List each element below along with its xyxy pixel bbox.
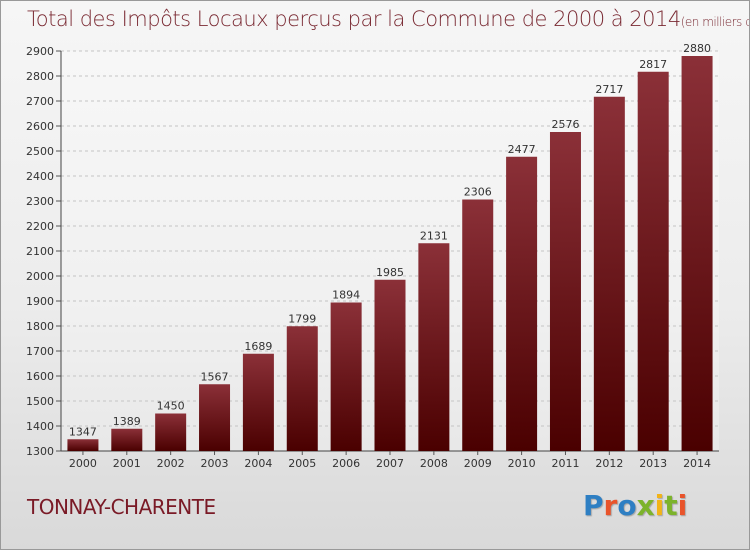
y-tick-label: 1400 — [26, 420, 54, 433]
chart-title-unit: (en milliers d'€) — [680, 15, 749, 29]
data-label: 1347 — [69, 425, 97, 438]
y-tick-label: 2800 — [26, 70, 54, 83]
logo-letter: r — [603, 489, 618, 522]
x-tick-label: 2012 — [595, 457, 623, 470]
x-tick-label: 2007 — [376, 457, 404, 470]
y-tick-label: 2700 — [26, 95, 54, 108]
x-tick-label: 2001 — [113, 457, 141, 470]
bar — [330, 302, 362, 451]
bar — [593, 96, 625, 451]
logo-letter: i — [677, 489, 688, 522]
y-tick-label: 2500 — [26, 145, 54, 158]
chart-title-main: Total des Impôts Locaux perçus par la Co… — [27, 7, 681, 31]
x-tick-label: 2000 — [69, 457, 97, 470]
bar — [67, 439, 99, 451]
bar — [506, 156, 538, 451]
bar — [681, 56, 713, 451]
bar — [242, 353, 274, 451]
y-tick-label: 2900 — [26, 45, 54, 58]
data-label: 1985 — [376, 266, 404, 279]
data-label: 2131 — [420, 229, 448, 242]
y-tick-label: 1900 — [26, 295, 54, 308]
y-tick-label: 1600 — [26, 370, 54, 383]
chart-title: Total des Impôts Locaux perçus par la Co… — [27, 7, 749, 31]
logo-letter: x — [636, 489, 655, 522]
y-tick-label: 2000 — [26, 270, 54, 283]
bar — [462, 199, 494, 451]
logo-letter: t — [664, 489, 678, 522]
data-label: 1799 — [288, 312, 316, 325]
y-tick-label: 2100 — [26, 245, 54, 258]
data-label: 1689 — [244, 340, 272, 353]
commune-name: TONNAY-CHARENTE — [27, 495, 216, 519]
data-label: 2817 — [639, 58, 667, 71]
y-tick-label: 1500 — [26, 395, 54, 408]
data-label: 2576 — [551, 118, 579, 131]
proxiti-logo: Proxiti — [583, 489, 687, 522]
y-tick-label: 2200 — [26, 220, 54, 233]
y-tick-label: 1700 — [26, 345, 54, 358]
x-tick-label: 2013 — [639, 457, 667, 470]
y-tick-label: 1300 — [26, 445, 54, 458]
bar — [199, 384, 231, 451]
data-label: 2306 — [464, 186, 492, 199]
y-tick-label: 2600 — [26, 120, 54, 133]
x-tick-label: 2014 — [683, 457, 711, 470]
x-tick-label: 2003 — [201, 457, 229, 470]
y-tick-label: 2400 — [26, 170, 54, 183]
y-tick-label: 1800 — [26, 320, 54, 333]
logo-letter: o — [617, 489, 637, 522]
data-label: 2477 — [508, 143, 536, 156]
bar — [637, 71, 669, 451]
x-tick-label: 2004 — [244, 457, 272, 470]
bar — [374, 279, 406, 451]
x-tick-label: 2008 — [420, 457, 448, 470]
x-tick-label: 2011 — [551, 457, 579, 470]
x-tick-label: 2010 — [508, 457, 536, 470]
data-label: 1450 — [157, 400, 185, 413]
x-tick-label: 2002 — [157, 457, 185, 470]
x-tick-label: 2006 — [332, 457, 360, 470]
data-label: 1567 — [201, 370, 229, 383]
x-tick-label: 2005 — [288, 457, 316, 470]
x-tick-label: 2009 — [464, 457, 492, 470]
data-label: 1894 — [332, 289, 360, 302]
bar — [111, 428, 143, 451]
bar — [418, 243, 450, 451]
bar — [155, 413, 187, 451]
bar — [549, 132, 581, 451]
logo-letter: P — [583, 489, 604, 522]
y-tick-label: 2300 — [26, 195, 54, 208]
data-label: 1389 — [113, 415, 141, 428]
bar — [286, 326, 318, 451]
logo-letter: i — [654, 489, 665, 522]
data-label: 2880 — [683, 42, 711, 55]
data-label: 2717 — [595, 83, 623, 96]
